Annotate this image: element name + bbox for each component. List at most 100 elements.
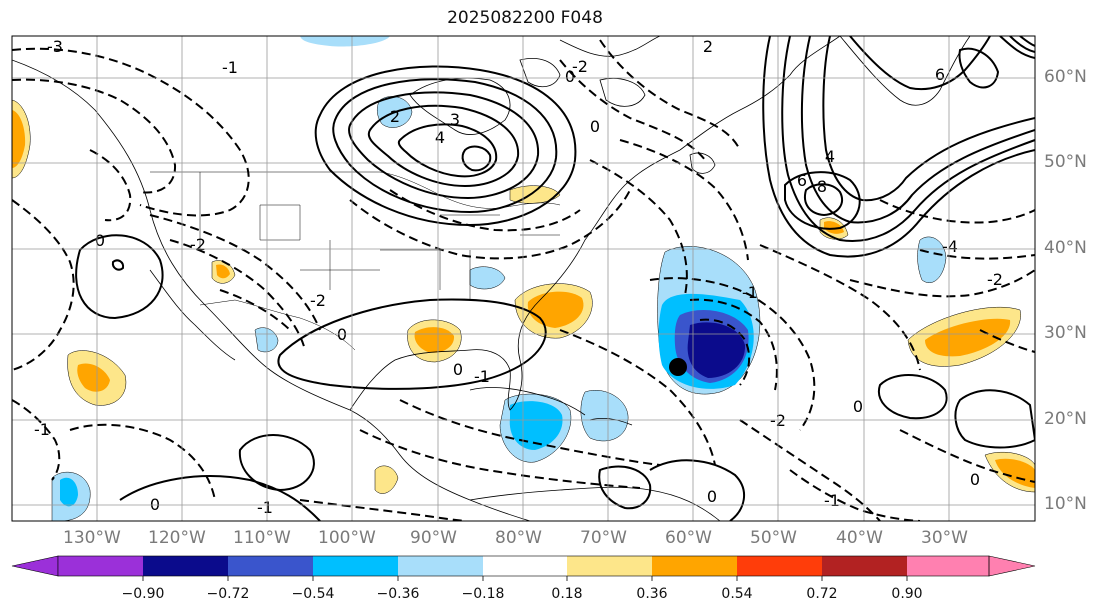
contour-label: -4 <box>942 237 958 256</box>
lon-label-90w: 90°W <box>410 528 457 548</box>
lon-label-130w: 130°W <box>63 528 121 548</box>
colorbar-segment <box>907 556 989 576</box>
contour-label: 3 <box>450 110 460 129</box>
lat-label-10n: 10°N <box>1044 494 1087 514</box>
colorbar-high-arrow <box>988 555 1036 577</box>
contour-label: -2 <box>310 291 326 310</box>
contour-label: 0 <box>590 117 600 136</box>
coastline-arctic-islands <box>519 36 661 107</box>
lat-label-60n: 60°N <box>1044 67 1087 87</box>
lon-label-30w: 30°W <box>921 528 968 548</box>
contour-label: 0 <box>150 495 160 514</box>
contour-label: -2 <box>572 57 588 76</box>
colorbar-segment <box>652 556 737 576</box>
gridlines <box>12 36 1035 521</box>
fill-light-blue-gulf-north <box>469 266 506 290</box>
fill-yellow-central-am <box>374 465 399 494</box>
contour-label: 6 <box>797 171 807 190</box>
lat-label-30n: 30°N <box>1044 323 1087 343</box>
contour-label: -1 <box>222 58 238 77</box>
coastline-cuba <box>469 387 586 416</box>
coastline-canada-east <box>679 36 841 151</box>
contour-label: 0 <box>337 325 347 344</box>
border-us-mexico <box>199 299 356 351</box>
colorbar-segment <box>737 556 822 576</box>
lon-label-80w: 80°W <box>495 528 542 548</box>
map-frame <box>11 35 1036 522</box>
lon-label-40w: 40°W <box>836 528 883 548</box>
colorbar-tick-label: 0.90 <box>891 586 923 602</box>
fill-orange-east-atl <box>925 318 1011 357</box>
colorbar-tick-label: −0.54 <box>291 586 335 602</box>
fill-light-blue-top <box>300 36 390 47</box>
contour-label: 0 <box>853 397 863 416</box>
colorbar-segment <box>58 556 143 576</box>
contour-label: -1 <box>742 283 758 302</box>
coastline-baja <box>149 269 236 361</box>
fill-orange-small-a <box>824 221 844 234</box>
contour-label: -2 <box>987 270 1003 289</box>
colorbar-ticks <box>142 576 908 581</box>
colorbar-segment <box>143 556 228 576</box>
colorbar <box>11 555 1036 581</box>
coastline-north-america-west <box>12 59 531 521</box>
contour-label: 0 <box>565 67 575 86</box>
lon-label-110w: 110°W <box>233 528 291 548</box>
colorbar-segment <box>822 556 907 576</box>
colorbar-segment <box>483 556 567 576</box>
contour-label: 4 <box>825 147 835 166</box>
colorbar-low-arrow <box>11 555 59 577</box>
contour-label: -1 <box>474 367 490 386</box>
lon-label-100w: 100°W <box>318 528 376 548</box>
fill-orange-pacific-mexico <box>77 363 110 392</box>
colorbar-segment <box>567 556 652 576</box>
contour-label: 0 <box>453 360 463 379</box>
border-us-canada <box>150 171 561 209</box>
dashed-contours <box>12 39 1035 521</box>
contour-label: 0 <box>95 231 105 250</box>
lat-label-40n: 40°N <box>1044 238 1087 258</box>
contour-label: 8 <box>817 177 827 196</box>
coastline-hispaniola <box>589 417 633 426</box>
contour-label: 6 <box>935 65 945 84</box>
contour-label: 2 <box>703 37 713 56</box>
colorbar-tick-label: −0.36 <box>376 586 420 602</box>
contour-label-group: -3 2 -1 2 4 3 0 4 6 8 -2 0 -1 0 -2 -4 -2… <box>34 37 1003 517</box>
colorbar-tick-label: 0.72 <box>806 586 838 602</box>
fill-light-blue-east-atl <box>917 236 947 283</box>
contour-label: -3 <box>47 37 63 56</box>
colorbar-tick-label: −0.72 <box>206 586 250 602</box>
fill-orange-small-b <box>216 264 230 279</box>
contour-label: -1 <box>257 498 273 517</box>
coastline-greenland <box>839 36 971 106</box>
lon-label-50w: 50°W <box>750 528 797 548</box>
lat-label-50n: 50°N <box>1044 152 1087 172</box>
colorbar-segment <box>228 556 313 576</box>
fill-navy-atlantic <box>687 322 746 378</box>
coastline-gulf <box>349 149 681 411</box>
colorbar-tick-label: 0.54 <box>721 586 753 602</box>
lon-label-60w: 60°W <box>665 528 712 548</box>
colorbar-tick-label: −0.18 <box>461 586 505 602</box>
storm-center-dot <box>669 358 687 376</box>
map-title: 2025082200 F048 <box>447 8 603 28</box>
lon-label-120w: 120°W <box>148 528 206 548</box>
contour-label: 0 <box>970 470 980 489</box>
colorbar-tick-label: 0.36 <box>636 586 668 602</box>
colorbar-tick-label: −0.90 <box>121 586 165 602</box>
fill-blue-pacific <box>60 477 78 507</box>
contour-label: -1 <box>824 491 840 510</box>
lat-label-20n: 20°N <box>1044 409 1087 429</box>
contour-label: 0 <box>707 487 717 506</box>
colorbar-segment <box>398 556 483 576</box>
fill-light-blue-caribbean-east <box>580 390 629 442</box>
lon-label-70w: 70°W <box>580 528 627 548</box>
colorbar-segment <box>313 556 398 576</box>
contour-label: -1 <box>34 420 50 439</box>
contour-label: -2 <box>190 235 206 254</box>
fill-orange-far-east <box>995 458 1035 488</box>
contour-label: 2 <box>390 107 400 126</box>
contour-label: 4 <box>435 128 445 147</box>
colorbar-outline <box>57 555 990 577</box>
fill-orange-gulf <box>414 327 455 353</box>
